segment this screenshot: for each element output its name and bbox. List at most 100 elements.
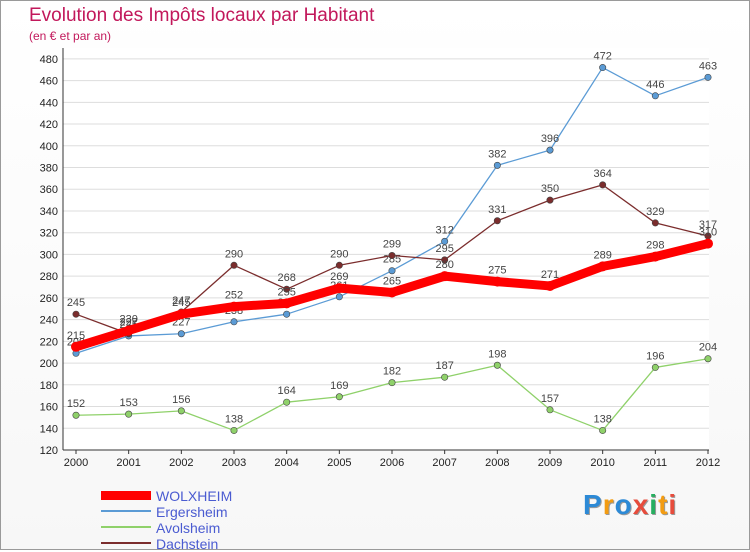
data-point-dachstein bbox=[283, 285, 291, 293]
x-tick-label: 2008 bbox=[485, 457, 509, 469]
data-label-dachstein: 299 bbox=[383, 239, 401, 251]
data-label-wolxheim: 215 bbox=[67, 330, 85, 342]
data-point-dachstein bbox=[230, 261, 238, 269]
data-label-wolxheim: 289 bbox=[593, 249, 611, 261]
y-tick-label: 280 bbox=[40, 271, 58, 283]
data-label-wolxheim: 252 bbox=[225, 290, 243, 302]
data-label-wolxheim: 265 bbox=[383, 275, 401, 287]
data-label-dachstein: 295 bbox=[435, 243, 453, 255]
data-point-avolsheim bbox=[72, 411, 80, 419]
data-label-dachstein: 290 bbox=[330, 248, 348, 260]
logo-letter: o bbox=[614, 489, 633, 520]
data-point-avolsheim bbox=[177, 407, 185, 415]
logo-letter: r bbox=[602, 489, 615, 520]
data-label-ergersheim: 396 bbox=[541, 133, 559, 145]
y-tick-label: 440 bbox=[40, 97, 58, 109]
data-label-ergersheim: 446 bbox=[646, 79, 664, 91]
x-tick-label: 2012 bbox=[696, 457, 720, 469]
data-point-wolxheim bbox=[334, 283, 345, 294]
x-tick-label: 2005 bbox=[327, 457, 351, 469]
y-tick-label: 420 bbox=[40, 119, 58, 131]
legend-label: Avolsheim bbox=[156, 520, 221, 536]
logo-letter: i bbox=[649, 489, 659, 520]
legend-swatch bbox=[101, 542, 151, 544]
data-label-avolsheim: 164 bbox=[277, 385, 295, 397]
data-point-wolxheim bbox=[123, 325, 134, 336]
legend-label: Ergersheim bbox=[156, 504, 228, 520]
data-point-ergersheim bbox=[704, 73, 712, 81]
data-label-dachstein: 290 bbox=[225, 248, 243, 260]
legend-swatch bbox=[101, 526, 151, 528]
y-tick-label: 200 bbox=[40, 358, 58, 370]
data-label-dachstein: 364 bbox=[593, 168, 611, 180]
y-tick-label: 300 bbox=[40, 249, 58, 261]
data-label-avolsheim: 138 bbox=[593, 413, 611, 425]
data-label-wolxheim: 275 bbox=[488, 265, 506, 277]
data-point-avolsheim bbox=[704, 355, 712, 363]
legend-label: WOLXHEIM bbox=[156, 488, 233, 504]
logo-letter: P bbox=[583, 489, 603, 520]
legend-swatch bbox=[101, 510, 151, 512]
data-label-dachstein: 329 bbox=[646, 206, 664, 218]
legend-label: Dachstein bbox=[156, 536, 219, 552]
x-tick-label: 2003 bbox=[222, 457, 246, 469]
data-label-wolxheim: 298 bbox=[646, 240, 664, 252]
x-tick-label: 2004 bbox=[274, 457, 298, 469]
data-label-avolsheim: 157 bbox=[541, 393, 559, 405]
legend-swatch bbox=[101, 490, 151, 500]
data-label-avolsheim: 187 bbox=[435, 360, 453, 372]
data-point-dachstein bbox=[441, 256, 449, 264]
data-label-ergersheim: 382 bbox=[488, 148, 506, 160]
data-label-wolxheim: 255 bbox=[277, 286, 295, 298]
data-point-ergersheim bbox=[493, 161, 501, 169]
data-label-ergersheim: 463 bbox=[699, 60, 717, 72]
data-point-dachstein bbox=[651, 219, 659, 227]
data-label-dachstein: 268 bbox=[277, 272, 295, 284]
y-tick-label: 180 bbox=[40, 380, 58, 392]
x-tick-label: 2002 bbox=[169, 457, 193, 469]
x-tick-label: 2009 bbox=[538, 457, 562, 469]
data-label-avolsheim: 153 bbox=[119, 397, 137, 409]
data-point-dachstein bbox=[546, 196, 554, 204]
data-point-ergersheim bbox=[230, 318, 238, 326]
data-label-wolxheim: 230 bbox=[119, 313, 137, 325]
x-tick-label: 2001 bbox=[116, 457, 140, 469]
data-point-dachstein bbox=[388, 252, 396, 260]
chart-title: Evolution des Impôts locaux par Habitant bbox=[29, 5, 375, 26]
data-point-wolxheim bbox=[597, 261, 608, 272]
data-label-wolxheim: 245 bbox=[172, 297, 190, 309]
data-label-avolsheim: 169 bbox=[330, 380, 348, 392]
data-point-wolxheim bbox=[545, 280, 555, 291]
data-point-wolxheim bbox=[650, 251, 661, 262]
y-tick-label: 400 bbox=[40, 141, 58, 153]
data-label-ergersheim: 312 bbox=[435, 224, 453, 236]
data-label-dachstein: 245 bbox=[67, 297, 85, 309]
data-label-dachstein: 317 bbox=[699, 219, 717, 231]
data-label-dachstein: 247 bbox=[172, 295, 190, 307]
data-point-ergersheim bbox=[546, 146, 554, 154]
x-tick-label: 2000 bbox=[64, 457, 88, 469]
data-point-wolxheim bbox=[176, 309, 187, 320]
data-label-ergersheim: 472 bbox=[593, 51, 611, 63]
y-tick-label: 480 bbox=[40, 54, 58, 66]
y-tick-label: 460 bbox=[40, 76, 58, 88]
data-point-avolsheim bbox=[283, 398, 291, 406]
data-point-avolsheim bbox=[125, 410, 133, 418]
data-label-wolxheim: 280 bbox=[435, 259, 453, 271]
data-point-ergersheim bbox=[283, 310, 291, 318]
plot-area bbox=[63, 48, 709, 450]
proxiti-logo: Proxiti bbox=[583, 489, 677, 521]
data-point-dachstein bbox=[599, 181, 607, 189]
data-label-avolsheim: 198 bbox=[488, 348, 506, 360]
chart-subtitle: (en € et par an) bbox=[29, 29, 112, 43]
data-label-dachstein: 331 bbox=[488, 204, 506, 216]
data-point-ergersheim bbox=[651, 92, 659, 100]
data-point-ergersheim bbox=[177, 330, 185, 338]
data-point-avolsheim bbox=[335, 393, 343, 401]
y-tick-label: 220 bbox=[40, 336, 58, 348]
data-point-wolxheim bbox=[703, 238, 713, 249]
x-tick-label: 2006 bbox=[380, 457, 404, 469]
x-tick-label: 2007 bbox=[432, 457, 456, 469]
